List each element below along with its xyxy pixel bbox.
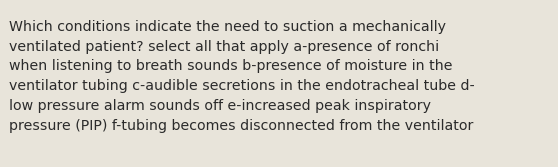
Text: Which conditions indicate the need to suction a mechanically
ventilated patient?: Which conditions indicate the need to su… — [9, 20, 475, 133]
